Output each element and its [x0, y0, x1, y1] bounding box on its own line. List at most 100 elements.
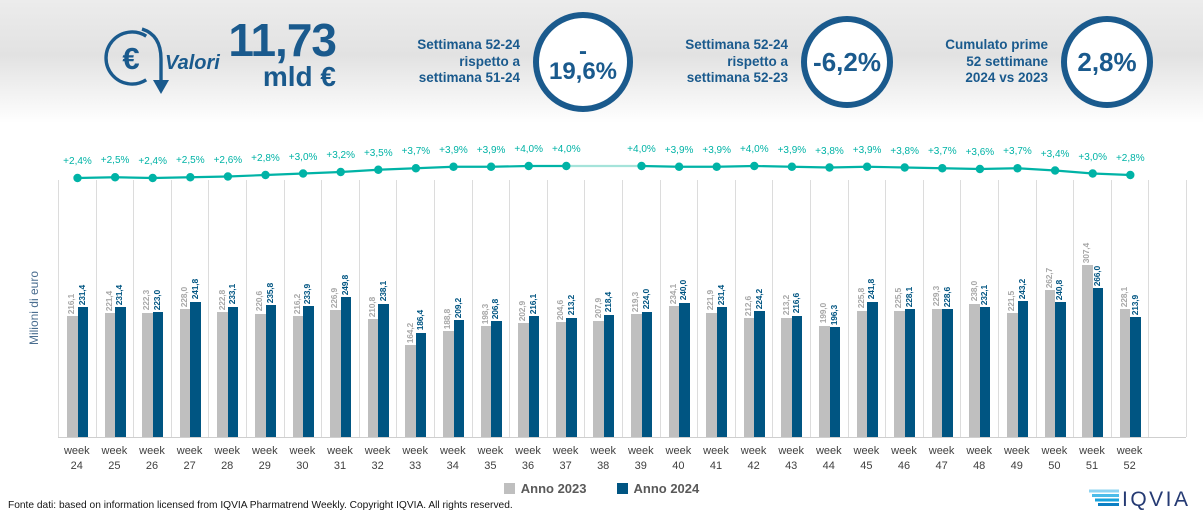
bar-2024 — [829, 327, 840, 437]
legend-item: Anno 2023 — [503, 481, 587, 496]
line-point — [411, 164, 421, 173]
stat-block-3: Cumulato prime 52 settimane 2024 vs 2023 2,… — [920, 16, 1153, 108]
header-band: € Valori 11,73 mld € Settimana 52-24 risp… — [0, 0, 1203, 123]
bar-2024 — [528, 316, 540, 437]
gridline — [246, 180, 247, 437]
line-label: +2,5% — [100, 155, 130, 167]
bar-2023 — [367, 319, 379, 437]
y-axis-label: Milioni di euro — [27, 270, 41, 346]
line-label: +2,8% — [1115, 153, 1145, 164]
bar-2024 — [1130, 317, 1141, 437]
line-label: +3,9% — [439, 144, 468, 156]
stat-label: Settimana 52-24 rispetto a settimana 52-23 — [685, 37, 788, 86]
gridline — [1110, 180, 1112, 437]
line-label: +3,9% — [476, 144, 506, 156]
bar-2023 — [292, 315, 304, 437]
bar-label-2023: 229,3 — [931, 286, 941, 307]
line-label: +3,2% — [326, 150, 355, 161]
bar-label-2023: 210,8 — [367, 296, 377, 317]
x-axis-label: week 30 — [289, 445, 316, 472]
gridline — [396, 180, 398, 437]
bar-label-2024: 249,8 — [339, 274, 350, 296]
bar-label-2023: 220,6 — [254, 291, 265, 312]
bar-2024 — [491, 321, 502, 437]
bar-label-2024: 233,9 — [302, 283, 313, 304]
bar-2023 — [255, 313, 266, 437]
line-point — [975, 164, 985, 174]
gridline — [697, 180, 699, 437]
line-point — [1126, 170, 1135, 180]
legend-item: Anno 2024 — [616, 481, 699, 496]
stat-block-2: Settimana 52-24 rispetto a settimana 52-23… — [660, 16, 893, 108]
valori-label: Valori — [165, 52, 220, 74]
bar-2023 — [969, 303, 980, 437]
line-label: +3,7% — [1003, 146, 1032, 158]
bar-2024 — [716, 307, 728, 437]
x-axis-label: week 42 — [740, 445, 767, 472]
trend-line-segment — [491, 164, 529, 168]
gridline — [1186, 180, 1187, 437]
line-label: +3,0% — [1078, 151, 1107, 163]
stat-value: -6,2% — [813, 47, 881, 77]
line-label: +3,8% — [890, 145, 919, 157]
trend-line-segment — [904, 166, 943, 170]
trend-line-segment — [77, 176, 116, 180]
bar-label-2023: 216,2 — [291, 293, 302, 314]
trend-line-segment — [415, 165, 454, 170]
bar-2023 — [706, 312, 717, 437]
bar-2024 — [415, 332, 427, 437]
bar-label-2023: 204,6 — [555, 300, 565, 321]
bar-label-2024: 224,2 — [753, 289, 764, 310]
axis-baseline — [58, 437, 1186, 438]
bar-2023 — [1007, 313, 1018, 437]
bar-2024 — [378, 303, 389, 437]
trend-line-segment — [340, 168, 379, 174]
line-label: +2,8% — [251, 153, 280, 164]
bar-2024 — [679, 302, 690, 437]
bar-label-2024: 241,8 — [866, 279, 877, 300]
bar-2024 — [754, 311, 765, 437]
line-label: +4,0% — [551, 144, 581, 155]
bar-label-2023: 213,2 — [780, 295, 791, 316]
svg-text:IQVIA: IQVIA — [1122, 488, 1191, 511]
bar-2023 — [67, 316, 78, 437]
bar-label-2024: 266,0 — [1091, 265, 1102, 286]
gridline — [847, 180, 849, 437]
line-point — [449, 162, 458, 171]
legend-label: Anno 2023 — [520, 481, 587, 496]
bar-2024 — [979, 307, 991, 437]
gridline — [471, 180, 473, 437]
line-label: +3,0% — [288, 151, 318, 163]
bar-2024 — [152, 312, 164, 437]
bar-label-2023: 221,4 — [103, 290, 114, 311]
bar-label-2024: 231,4 — [76, 285, 87, 306]
line-label: +4,0% — [627, 144, 656, 155]
line-point — [1013, 164, 1022, 173]
line-point — [298, 169, 308, 178]
trend-line-segment — [754, 164, 792, 168]
bar-label-2023: 216,1 — [66, 293, 77, 314]
bar-label-2023: 238,0 — [968, 281, 979, 302]
line-label: +2,5% — [175, 155, 205, 167]
bar-label-2024: 196,3 — [828, 304, 839, 326]
bar-label-2023: 234,1 — [667, 283, 678, 304]
line-label: +2,6% — [213, 154, 243, 166]
line-point — [750, 161, 759, 171]
bar-2024 — [904, 309, 916, 437]
bar-2024 — [1055, 302, 1066, 437]
x-axis-label: week 38 — [590, 445, 617, 472]
line-point — [637, 161, 646, 171]
bar-2023 — [631, 314, 642, 437]
gridline — [434, 180, 435, 437]
line-point — [862, 162, 872, 171]
bar-2024 — [265, 305, 276, 437]
trend-line-segment — [152, 176, 191, 180]
bar-label-2024: 232,1 — [979, 284, 990, 305]
bar-label-2023: 219,3 — [630, 291, 641, 313]
gridline — [922, 180, 924, 437]
gridline — [208, 180, 210, 437]
trend-line-segment — [115, 176, 153, 180]
trend-line-segment — [979, 167, 1018, 171]
gridline — [1035, 180, 1037, 437]
bar-2024 — [791, 315, 803, 437]
